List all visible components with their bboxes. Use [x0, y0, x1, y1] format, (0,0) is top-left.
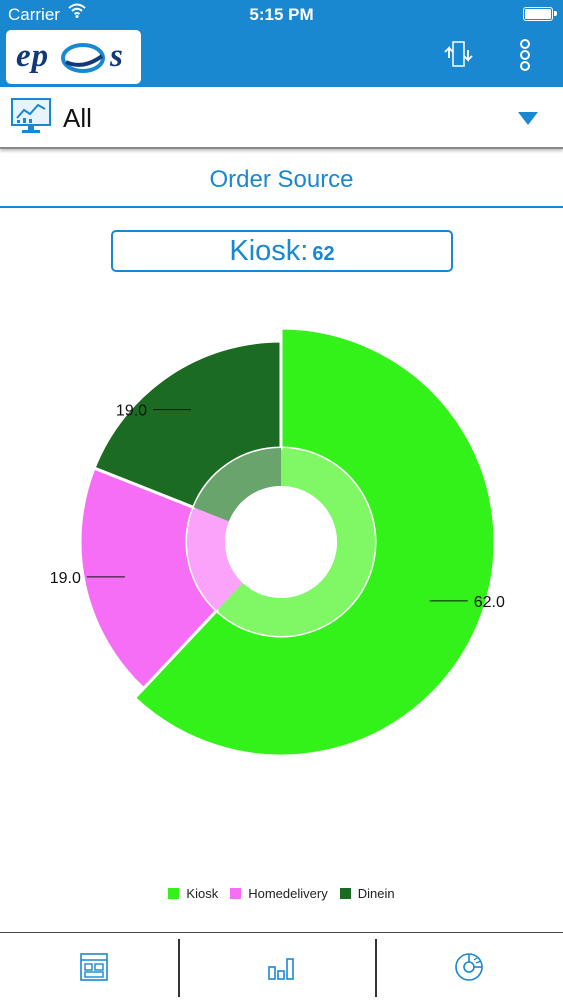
filter-value: All [63, 103, 92, 133]
tab-order-source[interactable] [377, 933, 563, 1001]
tab-reports[interactable] [180, 933, 375, 1001]
battery-icon [523, 7, 557, 21]
logo-text-left: ep [16, 38, 50, 74]
monitor-chart-icon [11, 98, 51, 133]
app-header: ep s [0, 30, 563, 87]
legend-item: Homedelivery [230, 884, 328, 902]
clock-label: 5:15 PM [249, 5, 314, 24]
legend-swatch [230, 887, 242, 899]
pie-chart-icon [455, 953, 483, 981]
logo-cloud-icon [61, 43, 105, 73]
slice-inner-homedelivery[interactable] [187, 507, 243, 611]
donut-hole [225, 486, 337, 598]
data-label: 19.0 [50, 570, 81, 587]
order-source-donut-chart[interactable]: 62.0 19.0 19.0 [0, 290, 563, 860]
legend-item: Dinein [339, 884, 395, 902]
tab-separator [178, 939, 180, 997]
sync-button[interactable] [440, 36, 476, 72]
more-vertical-icon [520, 39, 530, 71]
legend-label: Kiosk [186, 885, 219, 901]
tab-separator [375, 939, 377, 997]
status-bar: Carrier 5:15 PM [0, 0, 563, 30]
selected-slice-summary: Kiosk: 62 [111, 230, 453, 272]
slice-inner-dinein[interactable] [193, 448, 281, 522]
data-label: 62.0 [474, 594, 505, 611]
legend-label: Homedelivery [248, 885, 328, 901]
source-filter-dropdown[interactable]: All [0, 87, 563, 149]
wifi-icon [68, 3, 86, 24]
slice-inner-kiosk[interactable] [216, 448, 375, 636]
tab-dashboard[interactable] [0, 933, 178, 1001]
bottom-tab-bar [0, 932, 563, 1001]
legend-swatch [168, 887, 180, 899]
selected-slice-label: Kiosk: [229, 235, 309, 267]
sync-icon [444, 41, 473, 67]
epos-logo: ep s [6, 30, 141, 84]
title-divider [0, 206, 563, 208]
page-title: Order Source [209, 166, 354, 193]
chevron-down-icon [518, 112, 538, 125]
legend-swatch [339, 887, 351, 899]
legend-item: Kiosk [168, 884, 218, 902]
dashboard-layout-icon [80, 953, 108, 981]
legend-label: Dinein [357, 885, 395, 901]
selected-slice-value: 62 [312, 243, 335, 265]
logo-text-right: s [110, 38, 123, 74]
carrier-label: Carrier [8, 5, 60, 24]
data-label: 19.0 [116, 403, 147, 420]
chart-legend: Kiosk Homedelivery Dinein [0, 884, 563, 902]
bar-chart-icon [268, 958, 294, 980]
more-options-button[interactable] [512, 38, 538, 72]
